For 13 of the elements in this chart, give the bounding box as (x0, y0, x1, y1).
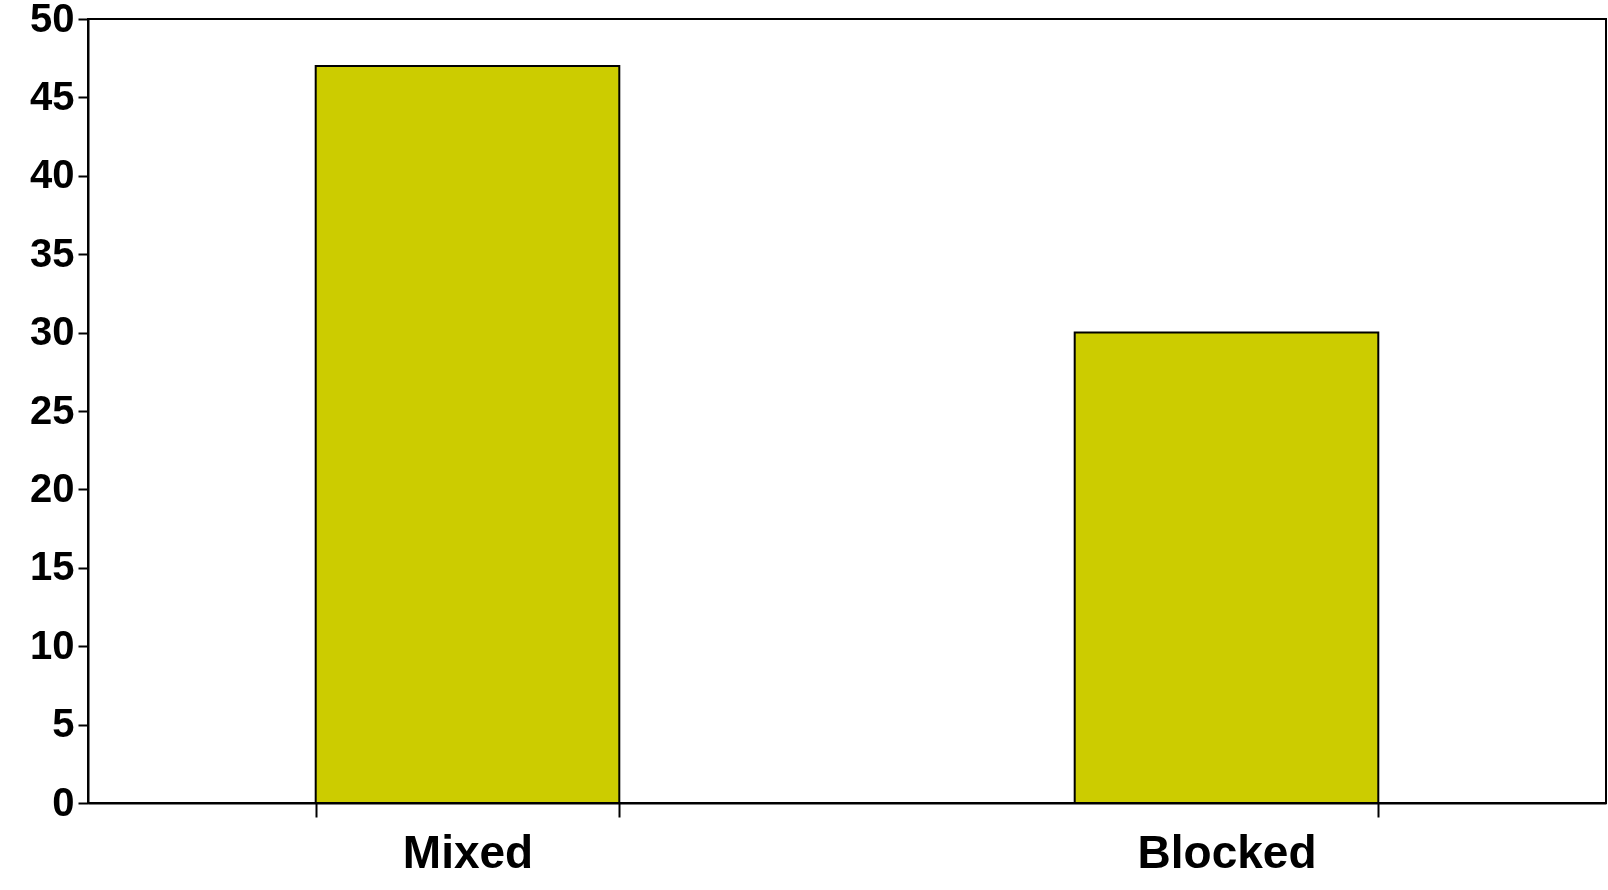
y-tick-label: 40 (30, 152, 75, 197)
x-tick-label: Blocked (1137, 825, 1317, 878)
y-tick-label: 10 (30, 622, 75, 667)
y-tick-label: 0 (52, 779, 75, 824)
y-tick-label: 5 (52, 701, 75, 746)
y-tick-label: 20 (30, 465, 75, 510)
y-tick-label: 50 (30, 0, 75, 40)
y-tick-label: 45 (30, 73, 75, 118)
y-tick-label: 25 (30, 387, 75, 432)
y-tick-label: 35 (30, 230, 75, 275)
y-tick-label: 30 (30, 309, 75, 354)
y-tick-label: 15 (30, 544, 75, 589)
x-tick-label: Mixed (402, 825, 534, 878)
